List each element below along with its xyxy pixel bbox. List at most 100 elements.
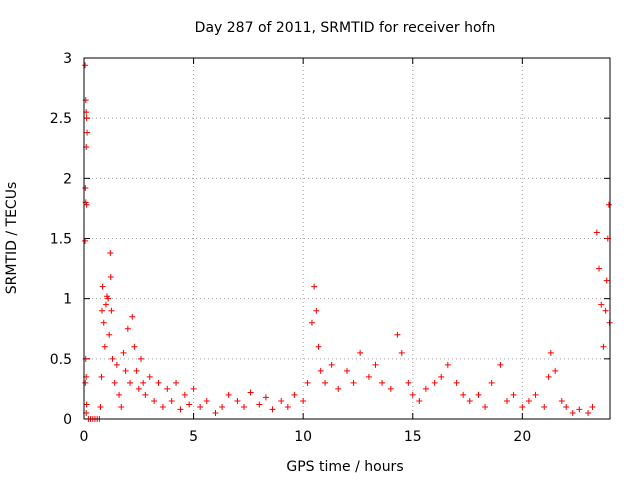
data-point xyxy=(116,391,123,398)
data-point xyxy=(488,379,495,386)
data-point xyxy=(322,379,329,386)
data-point xyxy=(589,403,596,410)
data-point xyxy=(247,389,254,396)
data-point xyxy=(107,249,114,256)
data-point xyxy=(146,373,153,380)
data-point xyxy=(453,379,460,386)
data-point xyxy=(124,325,131,332)
data-point xyxy=(311,283,318,290)
data-point xyxy=(100,319,107,326)
data-point xyxy=(164,385,171,392)
data-point xyxy=(83,115,90,122)
data-point xyxy=(379,379,386,386)
x-tick-label: 5 xyxy=(189,429,198,445)
y-tick-label: 0 xyxy=(63,412,72,428)
data-point xyxy=(168,397,175,404)
data-point xyxy=(394,331,401,338)
data-point xyxy=(585,409,592,416)
data-point xyxy=(438,373,445,380)
data-point xyxy=(482,403,489,410)
data-point xyxy=(422,385,429,392)
grid xyxy=(84,58,610,419)
data-point xyxy=(107,274,114,281)
data-point xyxy=(155,379,162,386)
data-point xyxy=(532,391,539,398)
data-point xyxy=(503,397,510,404)
data-point xyxy=(127,379,134,386)
data-point xyxy=(131,343,138,350)
data-point xyxy=(101,343,108,350)
data-point xyxy=(120,349,127,356)
data-point xyxy=(600,343,607,350)
axis-ticks: 0 5 10 15 20 0 0.5 1 1.5 2 2.5 3 xyxy=(50,51,610,445)
data-point xyxy=(106,331,113,338)
data-point xyxy=(173,379,180,386)
data-point xyxy=(129,313,136,320)
data-point xyxy=(102,301,109,308)
data-point xyxy=(405,379,412,386)
y-tick-label: 0.5 xyxy=(50,352,72,368)
x-tick-label: 15 xyxy=(404,429,422,445)
data-point xyxy=(111,379,118,386)
data-point xyxy=(240,403,247,410)
data-point xyxy=(475,391,482,398)
data-point xyxy=(113,361,120,368)
data-point xyxy=(552,367,559,374)
data-point xyxy=(284,403,291,410)
data-point xyxy=(398,349,405,356)
chart-title: Day 287 of 2011, SRMTID for receiver hof… xyxy=(195,20,496,36)
data-point xyxy=(317,367,324,374)
data-point xyxy=(603,277,610,284)
data-point xyxy=(82,62,89,69)
y-tick-label: 2.5 xyxy=(50,111,72,127)
data-point xyxy=(82,184,89,191)
data-point xyxy=(97,403,104,410)
x-tick-label: 20 xyxy=(513,429,531,445)
data-point xyxy=(308,319,315,326)
y-tick-label: 2 xyxy=(63,171,72,187)
data-point xyxy=(256,401,263,408)
data-point xyxy=(593,229,600,236)
data-point xyxy=(335,385,342,392)
data-point xyxy=(291,391,298,398)
data-point xyxy=(278,397,285,404)
data-point xyxy=(313,307,320,314)
data-point xyxy=(460,391,467,398)
x-tick-label: 0 xyxy=(80,429,89,445)
data-point xyxy=(82,237,89,244)
data-point xyxy=(99,283,106,290)
data-point xyxy=(219,403,226,410)
data-point xyxy=(83,201,90,208)
data-point xyxy=(510,391,517,398)
y-tick-label: 3 xyxy=(63,51,72,67)
data-point xyxy=(576,406,583,413)
data-point xyxy=(133,367,140,374)
data-point xyxy=(140,379,147,386)
data-point xyxy=(545,373,552,380)
data-point xyxy=(541,403,548,410)
data-point xyxy=(151,397,158,404)
data-point xyxy=(328,361,335,368)
data-point xyxy=(98,373,105,380)
data-point xyxy=(135,385,142,392)
data-point xyxy=(300,397,307,404)
data-point xyxy=(350,379,357,386)
data-point xyxy=(315,343,322,350)
data-point xyxy=(466,397,473,404)
data-point xyxy=(159,403,166,410)
y-tick-label: 1 xyxy=(63,292,72,308)
data-point xyxy=(357,349,364,356)
data-point xyxy=(181,391,188,398)
x-axis-label: GPS time / hours xyxy=(286,459,403,475)
data-points xyxy=(82,62,613,422)
data-point xyxy=(563,403,570,410)
data-point xyxy=(431,379,438,386)
data-point xyxy=(98,307,105,314)
data-point xyxy=(105,295,112,302)
data-point xyxy=(547,349,554,356)
data-point xyxy=(203,397,210,404)
data-point xyxy=(84,129,91,136)
data-point xyxy=(142,391,149,398)
data-point xyxy=(602,307,609,314)
